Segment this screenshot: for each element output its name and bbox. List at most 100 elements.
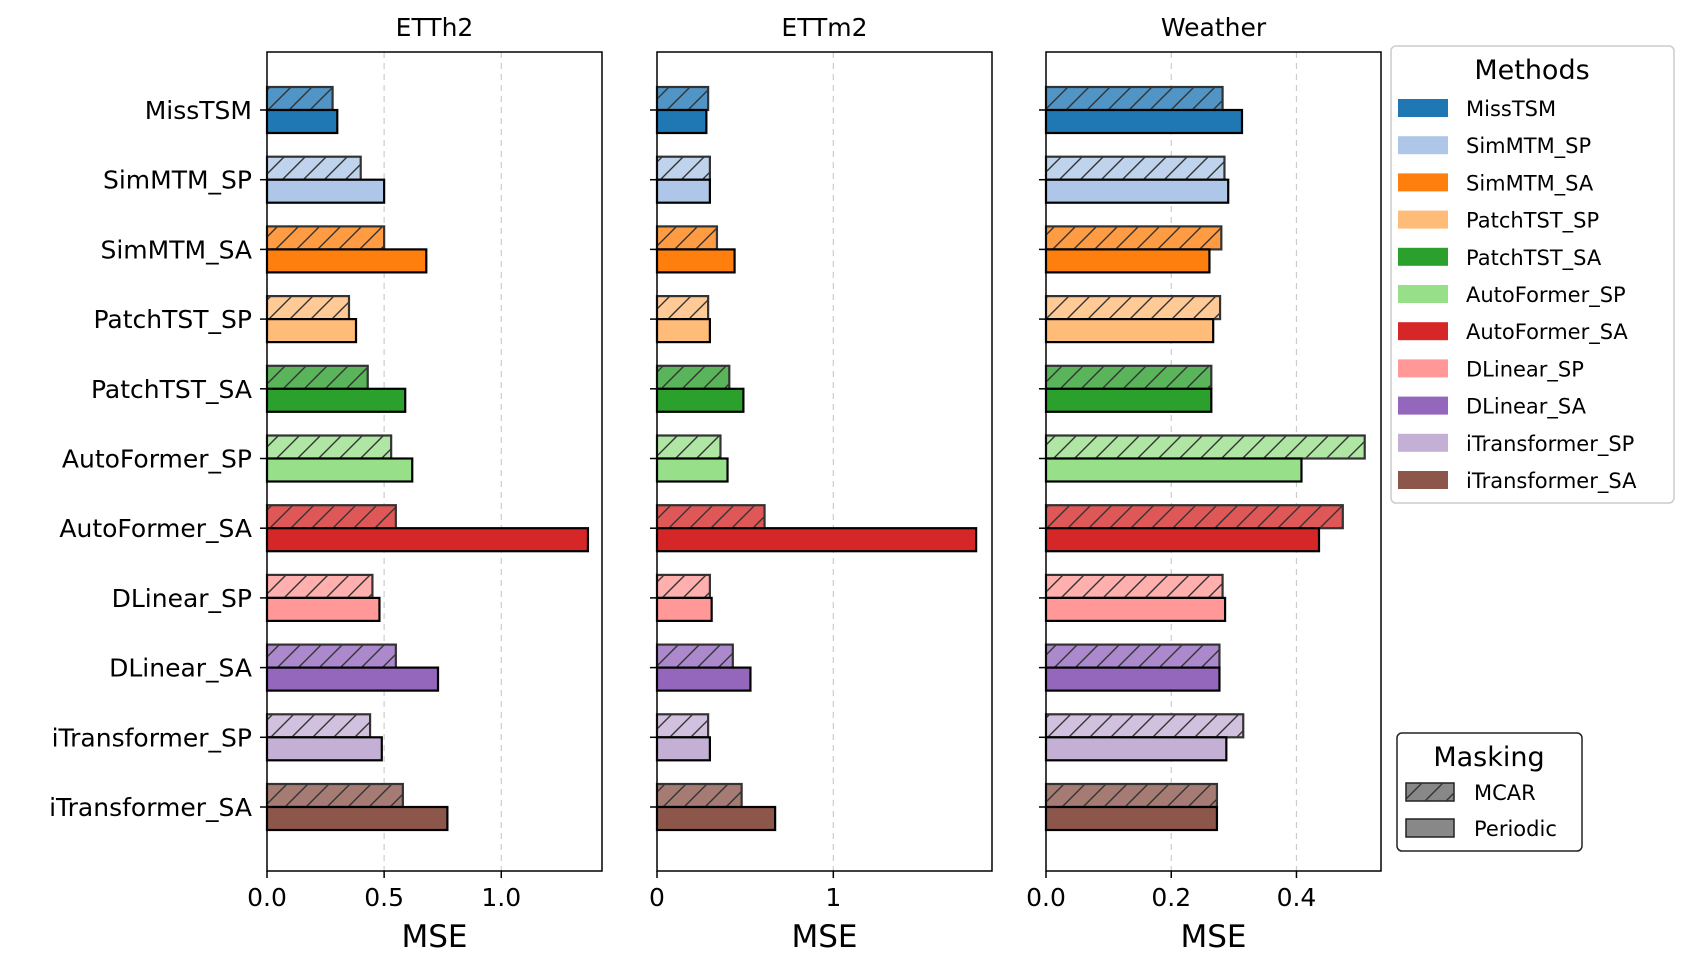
bar-etth2-autoformer_sp-periodic <box>265 457 414 483</box>
legend-swatch-mcar-hatch <box>1406 783 1454 801</box>
bar-hatch-etth2-dlinear_sa-mcar <box>267 644 396 668</box>
legend-masking-periodic-label: Periodic <box>1474 817 1557 841</box>
bar-weather-misstsm-periodic <box>1044 108 1244 135</box>
y-tick-label: PatchTST_SP <box>93 305 252 334</box>
panel-title: ETTh2 <box>396 13 474 42</box>
x-tick-label: 0.0 <box>247 883 287 912</box>
bar-weather-dlinear_sa-periodic <box>1044 666 1221 692</box>
bar-etth2-dlinear_sp-periodic <box>265 596 381 623</box>
x-tick-label: 0 <box>649 883 665 912</box>
legend-entry-label: DLinear_SA <box>1466 395 1587 420</box>
bar-ettm2-simmtm_sa-periodic <box>655 248 736 274</box>
bar-hatch-weather-autoformer_sp-mcar <box>1046 435 1365 459</box>
legend-entry-label: SimMTM_SA <box>1466 171 1594 196</box>
legend-swatch <box>1398 471 1448 489</box>
panel-title: ETTm2 <box>781 13 867 42</box>
x-tick-label: 1 <box>825 883 841 912</box>
bar-hatch-etth2-simmtm_sp-mcar <box>267 156 361 180</box>
legend-swatch <box>1398 210 1448 229</box>
bar-etth2-simmtm_sa-periodic <box>265 248 428 274</box>
x-tick-label: 0.5 <box>364 883 404 912</box>
legend-swatch <box>1398 136 1448 155</box>
bar-etth2-misstsm-periodic <box>265 108 339 135</box>
legend-entry-label: MissTSM <box>1466 97 1556 121</box>
panel-frame <box>656 51 993 872</box>
bar-hatch-weather-simmtm_sp-mcar <box>1046 156 1225 180</box>
legend-swatch <box>1398 396 1448 415</box>
bar-ettm2-autoformer_sa-periodic <box>655 527 978 553</box>
legend-masking-title: Masking <box>1433 742 1544 773</box>
legend-masking-mcar-label: MCAR <box>1474 781 1536 805</box>
y-tick-label: iTransformer_SA <box>49 793 252 822</box>
legend-swatch-periodic <box>1405 818 1455 838</box>
bar-ettm2-misstsm-periodic <box>655 108 708 135</box>
bar-weather-autoformer_sa-periodic <box>1044 527 1321 553</box>
bar-hatch-weather-dlinear_sa-mcar <box>1046 644 1220 668</box>
y-tick-label: DLinear_SA <box>109 654 252 683</box>
legend-swatch <box>1398 433 1448 452</box>
bar-ettm2-dlinear_sp-periodic <box>655 596 713 623</box>
panel-weather: 0.0 0.2 0.4 MSE Weather <box>1026 13 1382 955</box>
bar-weather-patchtst_sp-periodic <box>1044 318 1215 344</box>
bar-hatch-weather-dlinear_sp-mcar <box>1046 574 1223 598</box>
bar-etth2-autoformer_sa-periodic <box>265 527 590 553</box>
bar-weather-simmtm_sa-periodic <box>1044 248 1211 274</box>
legend-swatch <box>1398 247 1448 266</box>
bar-weather-autoformer_sp-periodic <box>1044 457 1303 483</box>
legend-entry-label: AutoFormer_SA <box>1466 320 1628 345</box>
bar-hatch-etth2-patchtst_sp-mcar <box>267 296 349 320</box>
bar-hatch-etth2-autoformer_sa-mcar <box>267 505 396 529</box>
x-axis-label: MSE <box>1180 919 1246 955</box>
legend-methods: Methods MissTSM SimMTM_SP SimMTM_SA PatchTST… <box>1390 45 1675 504</box>
y-tick-label: MissTSM <box>145 96 252 125</box>
bar-etth2-dlinear_sa-periodic <box>265 666 440 692</box>
bar-hatch-ettm2-patchtst_sa-mcar <box>657 365 730 389</box>
panel-title: Weather <box>1161 13 1267 42</box>
y-tick-label: PatchTST_SA <box>91 375 252 404</box>
legend-swatch <box>1398 173 1448 192</box>
bar-hatch-etth2-autoformer_sp-mcar <box>267 435 392 459</box>
panel-frame <box>266 51 603 872</box>
legend-entry-label: AutoFormer_SP <box>1466 283 1626 308</box>
bar-hatch-weather-simmtm_sa-mcar <box>1046 226 1222 250</box>
legend-swatch <box>1398 359 1448 378</box>
bar-hatch-ettm2-simmtm_sp-mcar <box>657 156 710 180</box>
bar-weather-simmtm_sp-periodic <box>1044 178 1230 204</box>
legend-swatch <box>1398 285 1448 303</box>
bar-hatch-weather-itransformer_sa-mcar <box>1046 784 1217 807</box>
bar-hatch-etth2-patchtst_sa-mcar <box>267 365 368 389</box>
bar-hatch-etth2-itransformer_sp-mcar <box>267 714 371 738</box>
bar-hatch-etth2-itransformer_sa-mcar <box>267 784 403 807</box>
y-tick-label: SimMTM_SA <box>100 235 252 264</box>
bar-etth2-itransformer_sp-periodic <box>265 736 383 762</box>
bar-hatch-ettm2-dlinear_sa-mcar <box>657 644 733 668</box>
bar-hatch-ettm2-dlinear_sp-mcar <box>657 574 710 598</box>
bar-ettm2-itransformer_sa-periodic <box>655 805 777 832</box>
x-tick-label: 1.0 <box>481 883 521 912</box>
y-tick-label: DLinear_SP <box>112 584 252 613</box>
bar-hatch-weather-autoformer_sa-mcar <box>1046 505 1343 529</box>
bar-ettm2-patchtst_sp-periodic <box>655 318 711 344</box>
legend-swatch <box>1398 99 1448 117</box>
bar-hatch-weather-patchtst_sp-mcar <box>1046 296 1221 320</box>
legend-methods-title: Methods <box>1474 55 1589 86</box>
bar-hatch-etth2-dlinear_sp-mcar <box>267 574 373 598</box>
bar-hatch-ettm2-autoformer_sp-mcar <box>657 435 721 459</box>
bar-weather-itransformer_sp-periodic <box>1044 736 1228 762</box>
legend-entry-label: PatchTST_SA <box>1466 246 1602 271</box>
bar-etth2-simmtm_sp-periodic <box>265 178 386 204</box>
bar-hatch-ettm2-patchtst_sp-mcar <box>657 296 709 320</box>
bar-weather-patchtst_sa-periodic <box>1044 387 1213 413</box>
bar-ettm2-dlinear_sa-periodic <box>655 666 752 692</box>
x-tick-label: 0.4 <box>1277 883 1317 912</box>
bar-etth2-itransformer_sa-periodic <box>265 805 449 832</box>
bar-ettm2-simmtm_sp-periodic <box>655 178 711 204</box>
bar-ettm2-patchtst_sa-periodic <box>655 387 745 413</box>
x-tick-label: 0.2 <box>1151 883 1191 912</box>
bar-etth2-patchtst_sp-periodic <box>265 318 358 344</box>
bar-hatch-weather-patchtst_sa-mcar <box>1046 365 1212 389</box>
y-tick-label: SimMTM_SP <box>103 166 252 195</box>
bar-weather-dlinear_sp-periodic <box>1044 596 1227 623</box>
bar-hatch-etth2-misstsm-mcar <box>267 87 333 110</box>
panel-etth2: 0.0 0.5 1.0 MSE ETTh2 <box>247 13 603 955</box>
